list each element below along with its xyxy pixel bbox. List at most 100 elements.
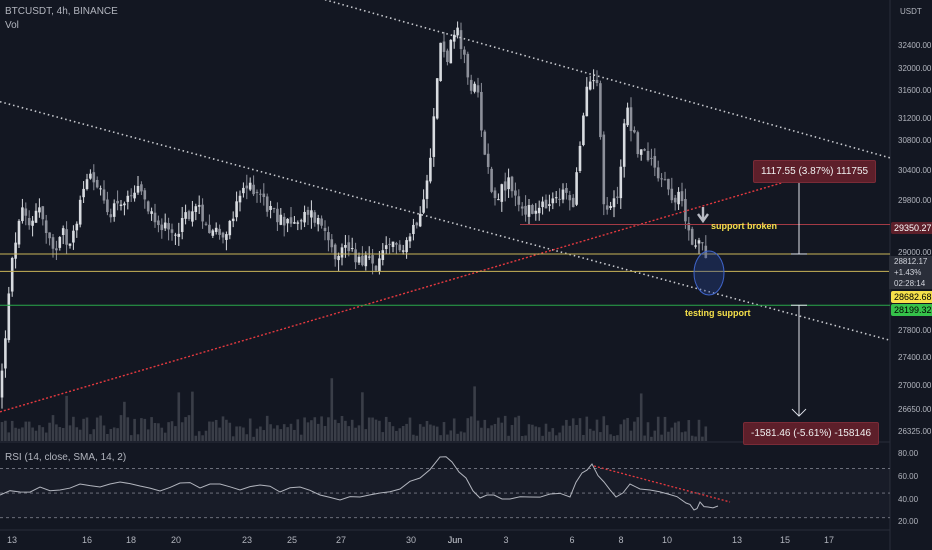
candle-body xyxy=(38,207,41,213)
volume-bar xyxy=(517,415,521,441)
candle-body xyxy=(170,229,174,233)
volume-bar xyxy=(500,422,504,441)
candle-body xyxy=(503,181,507,191)
candle-body xyxy=(449,39,453,64)
upper-measure-callout: 1117.55 (3.87%) 111755 xyxy=(753,160,877,183)
volume-bar xyxy=(167,422,170,441)
candle-body xyxy=(228,220,232,236)
volume-bar xyxy=(633,421,636,441)
candle-body xyxy=(82,188,85,198)
candle-body xyxy=(340,247,344,258)
candle-body xyxy=(531,205,534,214)
volume-bar xyxy=(10,420,14,441)
volume-bar xyxy=(656,416,660,441)
candle-body xyxy=(469,79,473,91)
volume-bar xyxy=(265,415,269,441)
volume-bar xyxy=(7,432,11,441)
volume-bar xyxy=(38,425,41,441)
volume-bar xyxy=(480,427,483,441)
candle-body xyxy=(391,241,395,247)
volume-bar xyxy=(211,421,215,441)
volume-bar xyxy=(170,421,174,441)
candle-body xyxy=(225,234,228,240)
drawing-lines xyxy=(0,0,891,417)
candle-body xyxy=(0,370,4,398)
candle-body xyxy=(497,199,500,201)
volume-bar xyxy=(157,423,160,441)
candle-body xyxy=(636,132,640,155)
candle-body xyxy=(551,198,555,204)
candle-body xyxy=(337,255,340,261)
candle-body xyxy=(452,34,456,42)
volume-bar xyxy=(459,431,463,441)
candle-body xyxy=(245,185,249,189)
time-tick: 6 xyxy=(569,535,574,545)
red-trendline xyxy=(0,173,813,413)
candle-body xyxy=(435,78,439,119)
candle-body xyxy=(136,185,140,193)
candle-body xyxy=(48,232,51,239)
candle-body xyxy=(418,213,422,227)
down-arrow-icon xyxy=(697,207,709,224)
symbol-legend[interactable]: BTCUSDT, 4h, BINANCE xyxy=(5,6,118,17)
volume-bar xyxy=(235,426,238,441)
candle-body xyxy=(466,53,470,78)
candle-body xyxy=(694,245,697,247)
candle-body xyxy=(255,191,259,193)
candle-body xyxy=(408,236,412,242)
candle-body xyxy=(612,198,616,208)
volume-bar xyxy=(24,421,28,441)
candle-body xyxy=(78,199,82,225)
volume-bar xyxy=(344,420,347,441)
volume-bar xyxy=(422,426,425,441)
volume-bar xyxy=(269,424,272,441)
volume-bar xyxy=(537,427,541,441)
volume-bar xyxy=(490,425,493,441)
volume-bar xyxy=(299,434,303,441)
candle-body xyxy=(697,240,701,244)
price-tick: 30800.00 xyxy=(898,136,932,145)
volume-bar xyxy=(476,420,480,441)
volume-bar xyxy=(316,423,320,441)
volume-bar xyxy=(503,415,507,441)
volume-bar xyxy=(374,419,378,441)
volume-bar xyxy=(95,417,99,441)
volume-bar xyxy=(629,430,633,441)
candle-body xyxy=(112,203,116,217)
volume-bar xyxy=(218,427,221,441)
volume-bar xyxy=(442,422,446,441)
volume-bar xyxy=(14,427,17,441)
price-tick: 31200.00 xyxy=(898,114,932,123)
candle-body xyxy=(153,212,157,223)
volume-bar xyxy=(289,423,293,441)
candle-body xyxy=(684,199,687,222)
candle-body xyxy=(231,218,235,222)
volume-bar xyxy=(575,425,578,441)
volume-bar xyxy=(588,428,592,441)
price-tick: 32400.00 xyxy=(898,41,932,50)
rsi-legend[interactable]: RSI (14, close, SMA, 14, 2) xyxy=(5,452,127,463)
volume-bar xyxy=(323,426,327,441)
candle-body xyxy=(92,172,96,183)
volume-bar xyxy=(425,420,429,441)
candle-body xyxy=(602,134,606,205)
volume-bar xyxy=(639,393,643,441)
candle-body xyxy=(303,211,306,223)
volume-bar xyxy=(276,425,279,441)
candle-body xyxy=(323,227,327,232)
price-change-pct: +1.43% xyxy=(894,268,922,277)
candle-body xyxy=(405,240,408,253)
volume-legend[interactable]: Vol xyxy=(5,20,19,31)
candle-body xyxy=(354,249,357,263)
volume-bar xyxy=(524,435,527,441)
volume-bar xyxy=(663,416,667,441)
volume-bar xyxy=(527,424,531,441)
volume-bar xyxy=(568,425,572,441)
volume-bar xyxy=(687,420,691,441)
candle-body xyxy=(286,218,289,224)
volume-bar xyxy=(469,416,473,441)
volume-bar xyxy=(228,422,232,441)
candle-body xyxy=(374,265,378,271)
volume-bar xyxy=(510,425,514,441)
